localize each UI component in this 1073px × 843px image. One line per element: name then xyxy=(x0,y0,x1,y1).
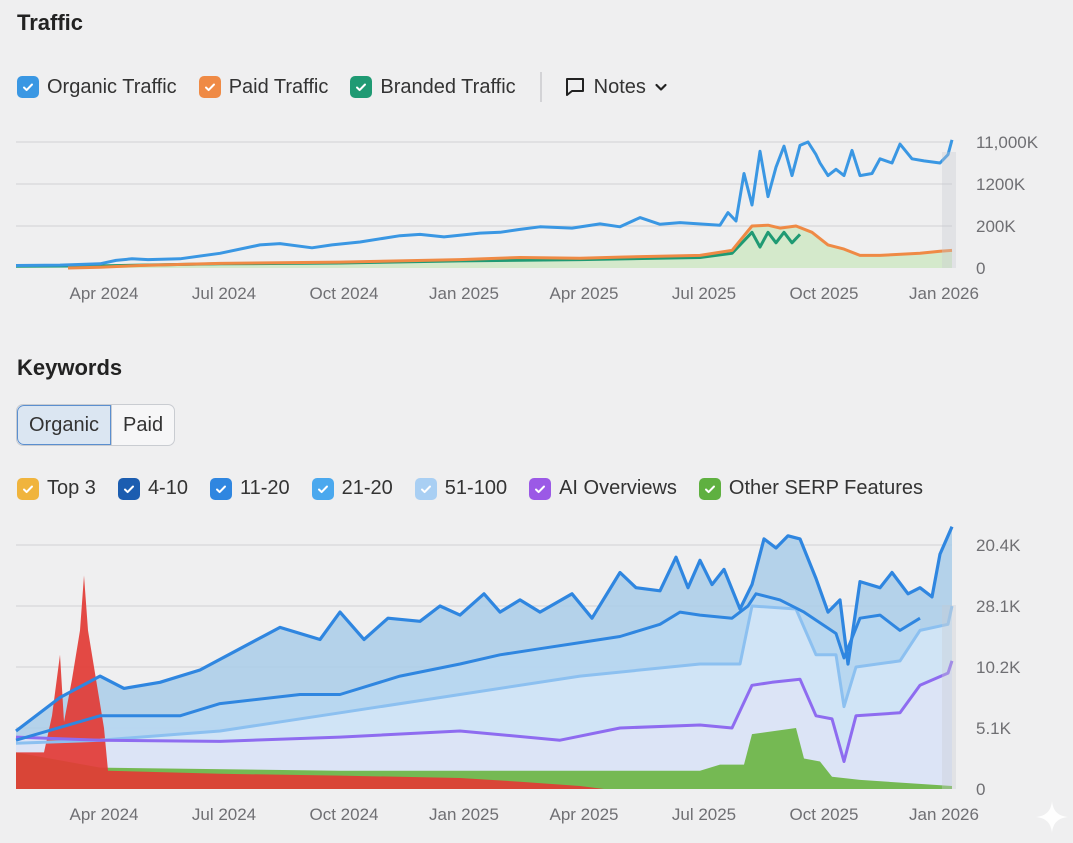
check-icon xyxy=(535,485,546,493)
legend-label: Branded Traffic xyxy=(380,75,516,98)
y-tick-label: 0 xyxy=(976,259,985,278)
y-tick-label: 5.1K xyxy=(976,719,1012,738)
legend-label: 21-20 xyxy=(341,477,393,499)
hover-band xyxy=(942,605,956,789)
legend-label: Paid Traffic xyxy=(228,75,329,98)
check-icon xyxy=(420,485,431,493)
series-line-51-100 xyxy=(15,604,954,745)
legend-organic-traffic[interactable]: Organic Traffic xyxy=(17,76,177,99)
notes-dropdown[interactable]: Notes xyxy=(564,76,668,99)
chevron-down-icon xyxy=(655,83,667,91)
legend-branded-traffic[interactable]: Branded Traffic xyxy=(350,75,516,99)
tab-organic[interactable]: Organic xyxy=(17,405,112,445)
y-tick-label: 0 xyxy=(976,780,985,799)
series-line-11-20 xyxy=(15,526,954,733)
checkbox-51-100[interactable] xyxy=(414,477,437,500)
x-tick-label: Apr 2025 xyxy=(550,805,619,824)
checkbox-ai-overviews[interactable] xyxy=(529,477,552,500)
x-tick-label: Oct 2025 xyxy=(790,805,859,824)
area-ai-overviews xyxy=(16,660,952,789)
legend-label: 11-20 xyxy=(239,477,290,499)
checkbox-top-3[interactable] xyxy=(17,477,39,500)
x-tick-label: Oct 2025 xyxy=(790,284,859,303)
x-tick-label: Jul 2025 xyxy=(672,284,736,303)
checkbox-21-20[interactable] xyxy=(311,477,334,500)
branded-area xyxy=(68,225,952,268)
traffic-chart[interactable]: 0 200K 1200K 11,000K Apr 2024 Jul 2024 Oct 202… xyxy=(0,0,1073,320)
legend-21-20[interactable]: 21-20 xyxy=(311,477,393,500)
x-tick-label: Jul 2025 xyxy=(672,805,736,824)
checkbox-paid-traffic[interactable] xyxy=(198,76,221,98)
traffic-title: Traffic xyxy=(17,10,84,35)
check-icon xyxy=(204,83,215,92)
hover-band xyxy=(942,152,956,268)
area-other-serp-features xyxy=(16,728,952,789)
y-tick-label: 11,000K xyxy=(976,133,1039,152)
x-tick-label: Oct 2024 xyxy=(310,284,379,303)
x-tick-label: Apr 2025 xyxy=(550,284,619,303)
check-icon xyxy=(317,485,328,493)
legend-other-serp-features[interactable]: Other SERP Features xyxy=(698,477,924,500)
legend-51-100[interactable]: 51-100 xyxy=(414,477,508,500)
legend-ai-overviews[interactable]: AI Overviews xyxy=(529,477,677,500)
check-icon xyxy=(123,485,134,493)
x-tick-label: Jul 2024 xyxy=(192,284,256,303)
comment-icon xyxy=(565,78,584,96)
x-tick-label: Jan 2025 xyxy=(429,805,499,824)
organic-paid-toggle: Organic Paid xyxy=(16,404,176,446)
x-tick-label: Jan 2025 xyxy=(429,284,499,303)
notes-label: Notes xyxy=(593,75,646,98)
series-line-paid-traffic xyxy=(67,223,953,270)
legend-label: AI Overviews xyxy=(559,477,677,499)
legend-label: 4-10 xyxy=(147,477,188,499)
legend-label: Other SERP Features xyxy=(728,477,924,499)
sparkle-icon xyxy=(1036,801,1068,833)
legend-label: Top 3 xyxy=(47,477,96,499)
legend-label: 51-100 xyxy=(444,477,508,499)
check-icon xyxy=(215,485,226,493)
traffic-legend: Organic Traffic Paid Traffic Branded Tra… xyxy=(17,72,668,102)
checkbox-other-serp-features[interactable] xyxy=(698,477,721,500)
check-icon xyxy=(23,83,33,92)
legend-paid-traffic[interactable]: Paid Traffic xyxy=(198,75,329,99)
legend-4-10[interactable]: 4-10 xyxy=(117,477,188,500)
checkbox-organic-traffic[interactable] xyxy=(17,76,39,98)
x-tick-label: Apr 2024 xyxy=(70,805,139,824)
check-icon xyxy=(356,83,367,92)
keywords-legend: Top 3 4-10 11-20 21-20 51-100 AI Overvie… xyxy=(17,477,945,500)
x-tick-label: Jan 2026 xyxy=(909,805,979,824)
keywords-title: Keywords xyxy=(17,355,123,380)
legend-11-20[interactable]: 11-20 xyxy=(209,477,290,500)
check-icon xyxy=(23,485,33,493)
checkbox-4-10[interactable] xyxy=(117,477,140,500)
legend-label: Organic Traffic xyxy=(47,75,177,98)
tab-paid[interactable]: Paid xyxy=(111,405,174,445)
checkbox-branded-traffic[interactable] xyxy=(350,76,373,98)
check-icon xyxy=(704,485,715,493)
x-tick-label: Jul 2024 xyxy=(192,805,256,824)
y-tick-label: 20.4K xyxy=(976,536,1021,555)
y-tick-label: 10.2K xyxy=(976,658,1021,677)
x-tick-label: Oct 2024 xyxy=(310,805,379,824)
legend-top-3[interactable]: Top 3 xyxy=(17,477,96,500)
legend-divider xyxy=(539,72,542,102)
series-line-4-10 xyxy=(15,592,921,742)
series-line-ai-overviews xyxy=(15,660,954,763)
x-tick-label: Jan 2026 xyxy=(909,284,979,303)
y-tick-label: 28.1K xyxy=(976,597,1021,616)
area-top-3 xyxy=(16,575,604,789)
x-tick-label: Apr 2024 xyxy=(70,284,139,303)
checkbox-11-20[interactable] xyxy=(209,477,232,500)
series-line-organic-traffic xyxy=(15,139,954,267)
y-tick-label: 200K xyxy=(976,217,1016,236)
y-tick-label: 1200K xyxy=(976,175,1026,194)
